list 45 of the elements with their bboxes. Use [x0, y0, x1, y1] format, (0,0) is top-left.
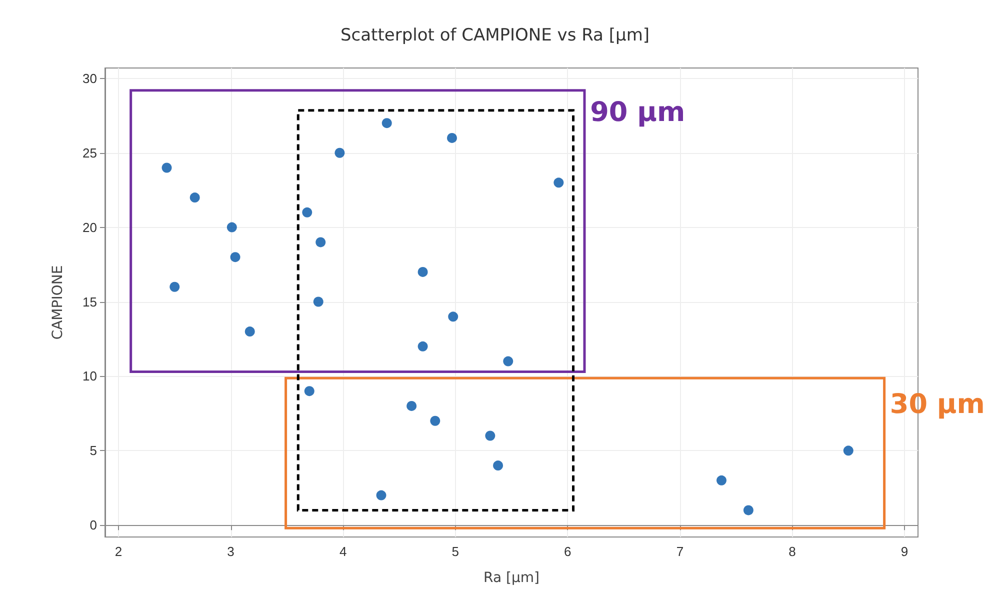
point — [230, 252, 240, 262]
y-tick-label: 0 — [90, 518, 97, 533]
y-tick-label: 15 — [82, 294, 97, 310]
point — [503, 356, 514, 366]
point — [190, 192, 200, 203]
annotation: 90 µm — [590, 97, 686, 128]
point — [554, 178, 564, 188]
point — [406, 400, 417, 411]
point — [843, 446, 854, 456]
point — [418, 341, 428, 352]
x-tick-label: 7 — [676, 544, 684, 559]
point — [334, 148, 345, 158]
x-tick-label: 6 — [564, 544, 572, 559]
point — [716, 475, 726, 486]
y-tick-label: 5 — [90, 443, 97, 458]
point — [226, 222, 237, 232]
chart-title: Scatterplot of CAMPIONE vs Ra [µm] — [340, 26, 650, 46]
y-tick-label: 10 — [82, 368, 97, 384]
point — [485, 430, 496, 441]
y-tick-label: 25 — [82, 145, 97, 160]
point — [376, 490, 386, 500]
x-tick-label: 9 — [900, 544, 908, 559]
y-tick-label: 30 — [82, 70, 97, 86]
x-tick-label: 3 — [227, 544, 234, 559]
point — [170, 282, 180, 292]
x-axis-title: Ra [µm] — [484, 570, 540, 586]
point — [446, 132, 457, 143]
point — [302, 207, 312, 218]
x-tick-label: 5 — [452, 544, 459, 559]
x-tick-label: 8 — [788, 544, 796, 559]
point — [304, 386, 314, 396]
y-tick-label: 20 — [82, 220, 97, 235]
y-axis-title: CAMPIONE — [50, 265, 66, 340]
point — [418, 266, 428, 277]
x-tick-label: 2 — [114, 544, 122, 559]
point — [430, 416, 440, 426]
point — [244, 326, 255, 337]
x-tick-label: 4 — [339, 544, 347, 559]
point — [162, 162, 172, 173]
point — [316, 237, 326, 248]
point — [493, 460, 504, 471]
point — [313, 296, 324, 307]
point — [448, 312, 458, 322]
point — [743, 505, 754, 516]
point — [382, 118, 392, 128]
